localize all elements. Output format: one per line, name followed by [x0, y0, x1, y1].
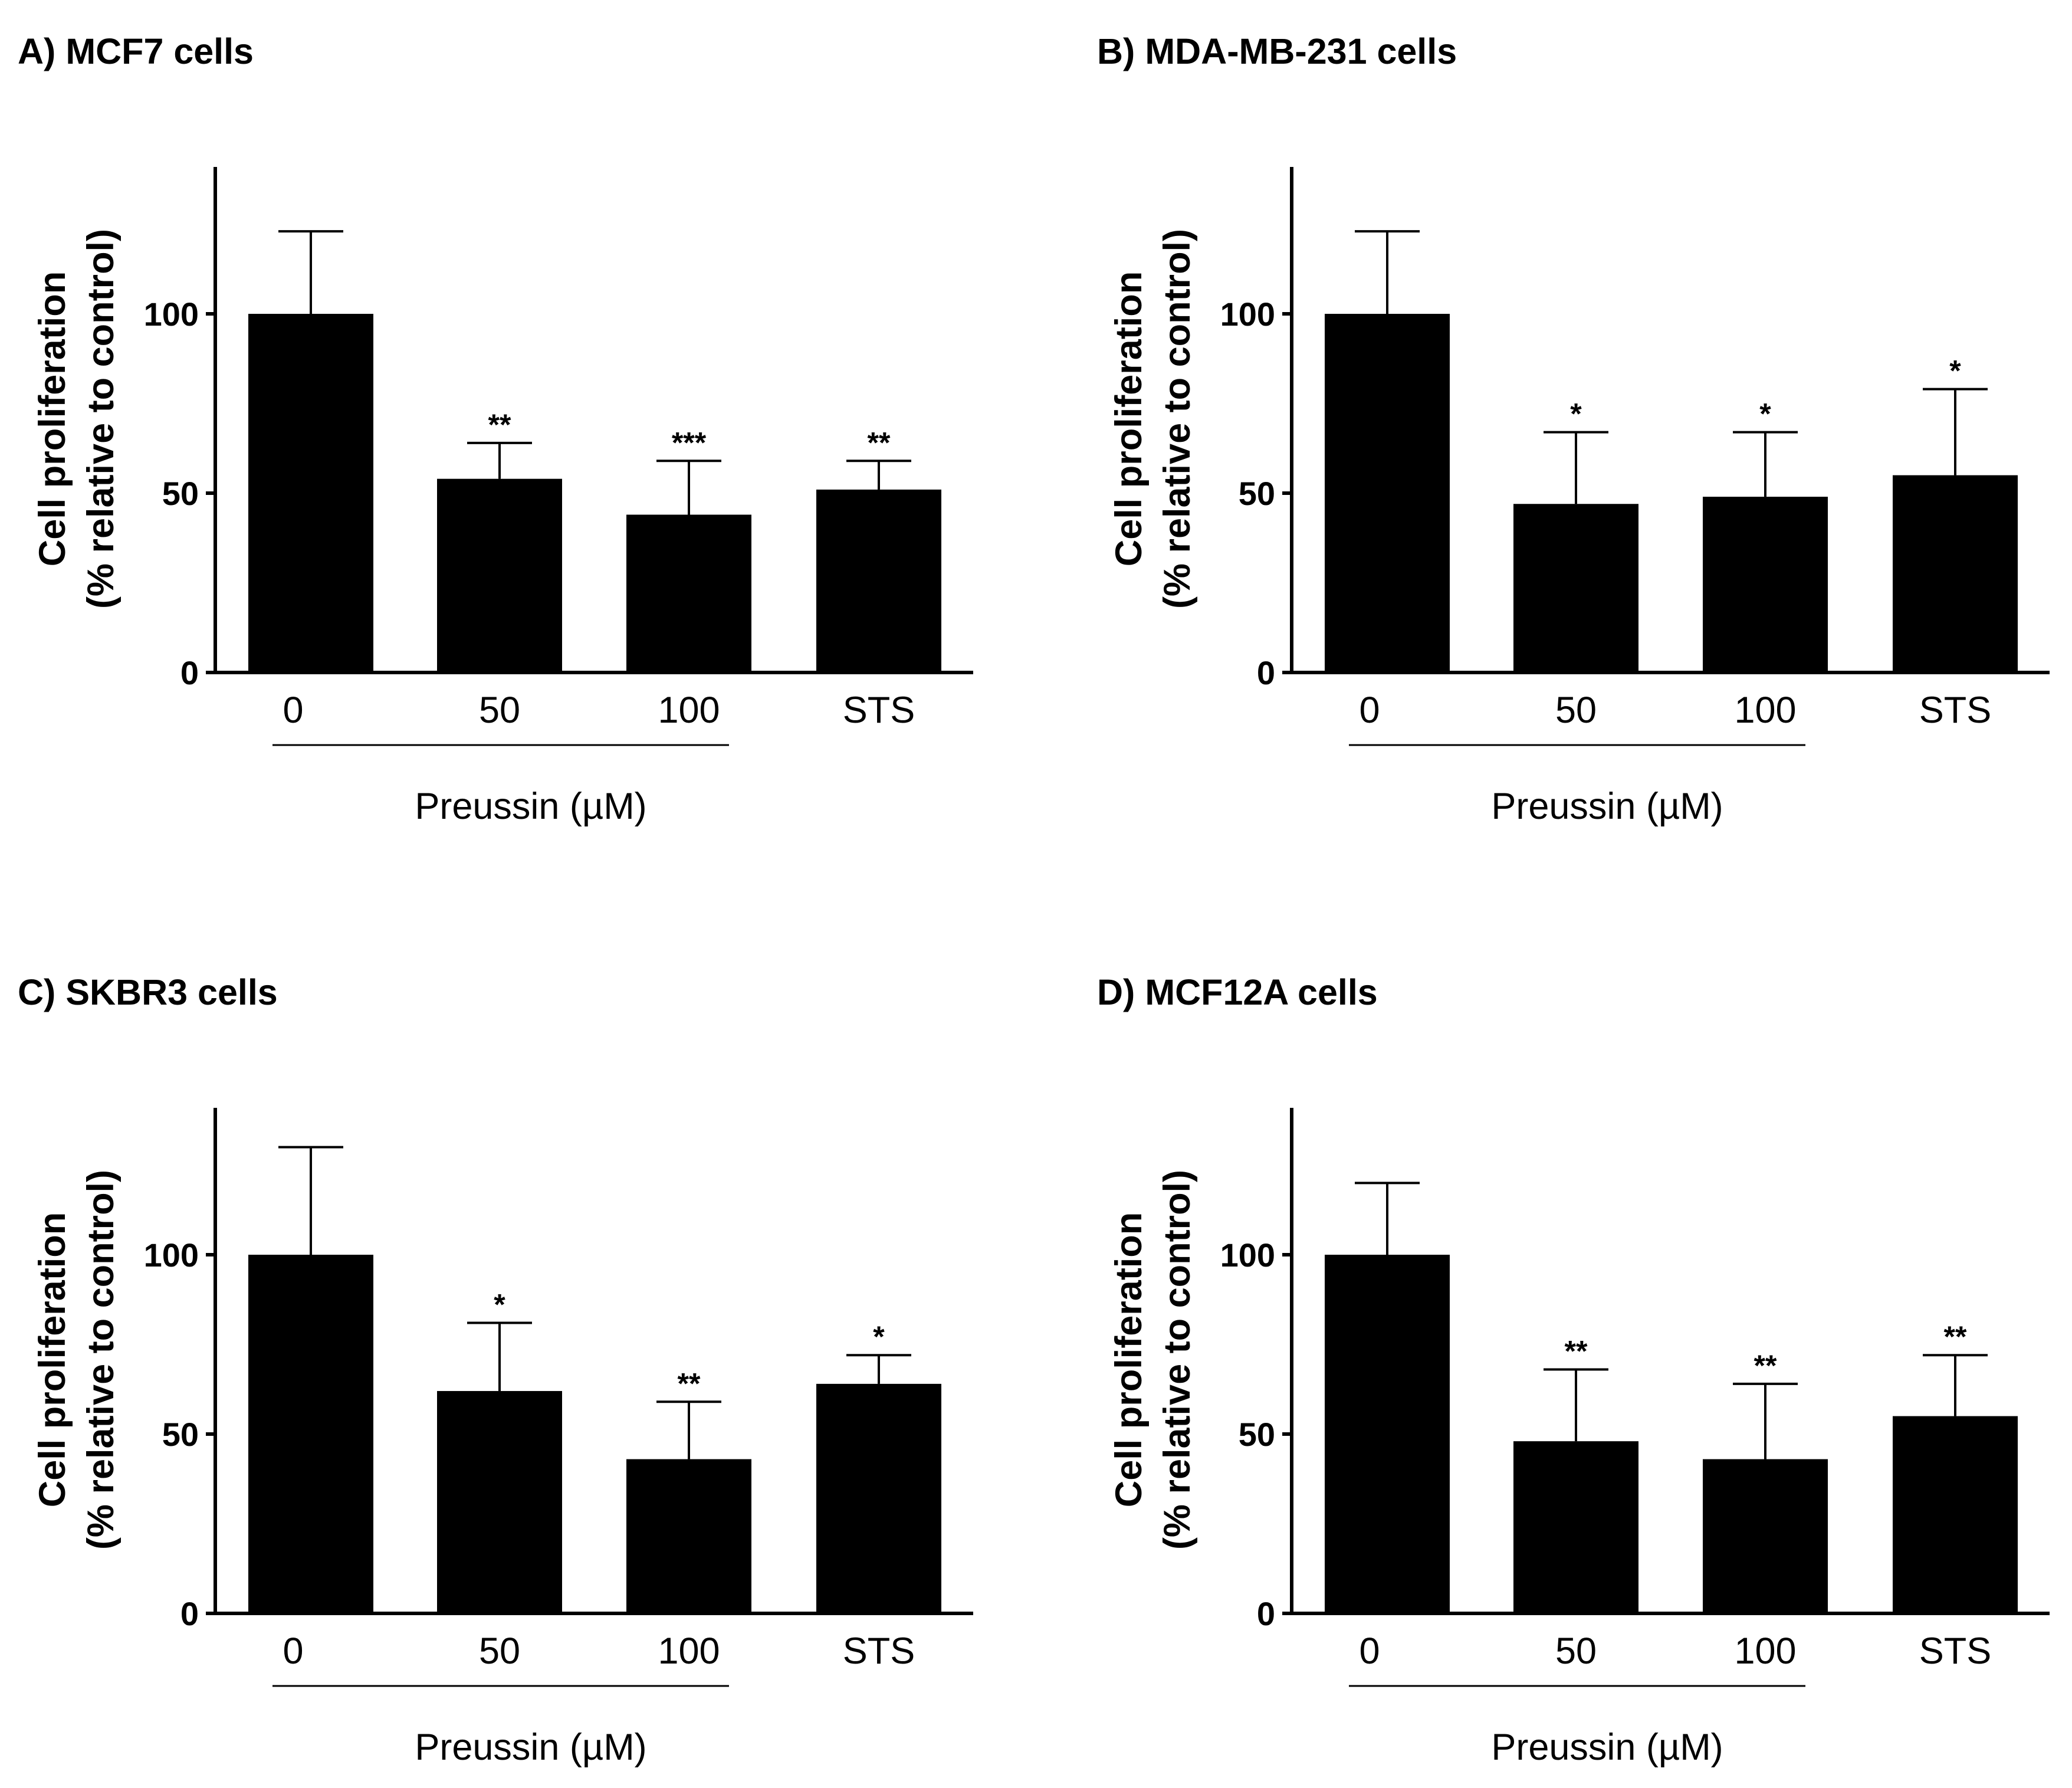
y-tick-label: 100 — [144, 1236, 199, 1274]
x-axis-label: Preussin (µM) — [415, 786, 646, 827]
x-axis-label: Preussin (µM) — [1491, 1727, 1723, 1768]
x-tick-label: 0 — [1359, 690, 1380, 731]
x-axis-label: Preussin (µM) — [1491, 786, 1723, 827]
panel-b: B) MDA-MB-231 cells Cell proliferation (… — [1097, 31, 2050, 827]
y-label-line1: Cell proliferation — [1108, 1212, 1150, 1508]
y-label-line2: (% relative to control) — [80, 229, 122, 609]
y-tick-label: 100 — [1220, 296, 1275, 333]
x-tick-label: 100 — [1734, 690, 1796, 731]
bar — [816, 489, 941, 672]
y-tick-label: 100 — [1220, 1236, 1275, 1274]
significance-marker: *** — [672, 426, 707, 459]
significance-marker: * — [1759, 398, 1771, 431]
x-tick-label: STS — [843, 1630, 915, 1672]
y-label-line2: (% relative to control) — [1157, 1170, 1198, 1550]
bar — [1703, 497, 1828, 672]
x-tick-label: 100 — [1734, 1630, 1796, 1672]
plot-area: 0 50 100 0 * 50 ** 100 * STS — [144, 1108, 973, 1687]
y-tick-label: 50 — [162, 475, 199, 512]
significance-marker: * — [1570, 398, 1582, 431]
x-tick-label: 50 — [479, 1630, 520, 1672]
y-tick-label: 0 — [180, 654, 199, 691]
plot-area: 0 50 100 0 * 50 * 100 * STS — [1220, 167, 2050, 746]
plot-area: 0 50 100 0 ** 50 *** 100 ** STS — [144, 167, 973, 746]
y-tick-label: 0 — [1257, 654, 1275, 691]
plot-area: 0 50 100 0 ** 50 ** 100 ** STS — [1220, 1108, 2050, 1687]
significance-marker: ** — [1754, 1349, 1777, 1382]
panel-title: A) MCF7 cells — [18, 31, 254, 71]
significance-marker: ** — [488, 408, 511, 441]
x-tick-label: 50 — [1555, 690, 1597, 731]
y-label-line2: (% relative to control) — [80, 1170, 122, 1550]
x-tick-label: STS — [843, 690, 915, 731]
y-axis-label: Cell proliferation (% relative to contro… — [32, 229, 122, 609]
y-tick-label: 50 — [162, 1416, 199, 1453]
y-label-line1: Cell proliferation — [32, 1212, 73, 1508]
bar — [1513, 1441, 1638, 1613]
significance-marker: * — [494, 1288, 505, 1321]
y-label-line1: Cell proliferation — [1108, 271, 1150, 567]
x-tick-label: 50 — [1555, 1630, 1597, 1672]
y-axis-label: Cell proliferation (% relative to contro… — [1108, 1170, 1198, 1550]
x-tick-label: 0 — [283, 1630, 303, 1672]
y-axis-label: Cell proliferation (% relative to contro… — [32, 1170, 122, 1550]
significance-marker: ** — [678, 1367, 701, 1400]
bar — [1703, 1459, 1828, 1613]
panel-c: C) SKBR3 cells Cell proliferation (% rel… — [18, 972, 973, 1768]
bar — [1325, 314, 1450, 672]
panel-title: D) MCF12A cells — [1097, 972, 1378, 1012]
y-tick-label: 50 — [1239, 1416, 1275, 1453]
y-tick-label: 100 — [144, 296, 199, 333]
y-label-line1: Cell proliferation — [32, 271, 73, 567]
x-tick-label: 50 — [479, 690, 520, 731]
bar — [626, 1459, 751, 1613]
bar — [1893, 475, 2018, 672]
x-tick-label: 100 — [658, 1630, 720, 1672]
significance-marker: ** — [868, 426, 891, 459]
x-tick-label: STS — [1919, 690, 1992, 731]
x-axis-label: Preussin (µM) — [415, 1727, 646, 1768]
panel-a: A) MCF7 cells Cell proliferation (% rela… — [18, 31, 973, 827]
y-label-line2: (% relative to control) — [1157, 229, 1198, 609]
panel-title: C) SKBR3 cells — [18, 972, 278, 1012]
significance-marker: * — [1949, 355, 1961, 388]
y-axis-label: Cell proliferation (% relative to contro… — [1108, 229, 1198, 609]
x-tick-label: 0 — [283, 690, 303, 731]
bar — [626, 514, 751, 672]
bar — [437, 1391, 562, 1613]
bar — [1513, 504, 1638, 672]
bar — [437, 478, 562, 672]
significance-marker: ** — [1944, 1320, 1967, 1353]
y-tick-label: 0 — [180, 1595, 199, 1632]
bar — [1893, 1416, 2018, 1613]
bar — [248, 314, 373, 672]
significance-marker: ** — [1565, 1335, 1588, 1368]
significance-marker: * — [873, 1320, 885, 1353]
y-tick-label: 0 — [1257, 1595, 1275, 1632]
panel-d: D) MCF12A cells Cell proliferation (% re… — [1097, 972, 2050, 1768]
x-tick-label: STS — [1919, 1630, 1992, 1672]
bar — [1325, 1255, 1450, 1613]
x-tick-label: 0 — [1359, 1630, 1380, 1672]
panel-title: B) MDA-MB-231 cells — [1097, 31, 1457, 71]
bar — [248, 1255, 373, 1613]
x-tick-label: 100 — [658, 690, 720, 731]
y-tick-label: 50 — [1239, 475, 1275, 512]
bar — [816, 1383, 941, 1613]
